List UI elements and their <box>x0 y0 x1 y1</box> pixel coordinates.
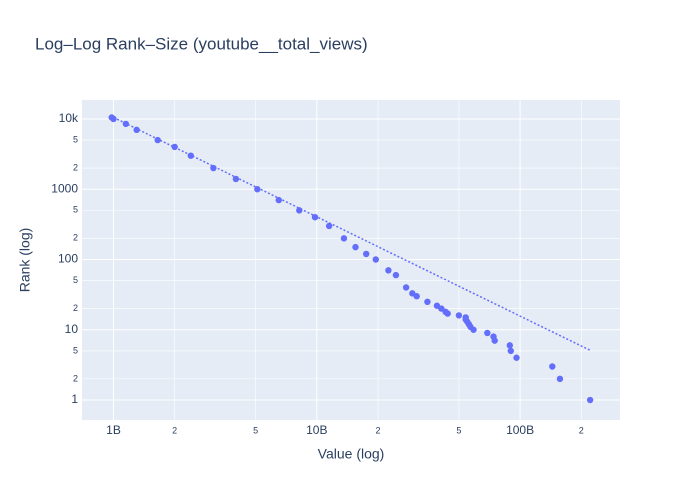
point <box>296 207 303 214</box>
point <box>352 243 359 251</box>
x-axis-title: Value (log) <box>318 446 385 462</box>
point <box>311 213 319 221</box>
y-tick-label: 100 <box>58 252 78 266</box>
y-tick-label: 5 <box>73 345 78 355</box>
point <box>507 347 515 355</box>
y-tick-label: 10k <box>59 111 79 125</box>
x-tick-label: 2 <box>375 425 380 435</box>
y-tick-label: 1000 <box>51 181 78 195</box>
point <box>484 329 491 337</box>
x-tick-label: 10B <box>306 423 327 437</box>
point <box>254 186 261 193</box>
point <box>556 375 564 383</box>
point <box>462 314 469 321</box>
y-axis-title: Rank (log) <box>17 228 33 293</box>
point <box>409 290 416 297</box>
point <box>513 354 520 361</box>
point <box>171 143 178 151</box>
y-tick-label: 2 <box>73 303 78 313</box>
x-tick-label: 100B <box>506 423 534 437</box>
y-tick-label: 5 <box>73 275 78 285</box>
point <box>433 302 441 309</box>
point <box>490 333 497 340</box>
point <box>372 256 379 263</box>
fit-line <box>113 116 591 351</box>
y-tick-label: 2 <box>73 373 78 383</box>
y-tick-label: 1 <box>71 392 78 406</box>
point <box>549 363 556 370</box>
point <box>506 342 514 349</box>
y-tick-label: 2 <box>73 162 78 172</box>
chart-title: Log–Log Rank–Size (youtube__total_views) <box>35 34 368 53</box>
plot-area <box>82 100 620 420</box>
y-tick-label: 10 <box>65 322 79 336</box>
x-tick-label: 5 <box>253 425 258 435</box>
point <box>586 396 594 404</box>
point <box>325 222 333 230</box>
y-tick-label: 5 <box>73 205 78 215</box>
point <box>340 235 348 242</box>
x-tick-label: 2 <box>579 425 584 435</box>
x-tick-label: 5 <box>456 425 461 435</box>
point <box>424 298 431 306</box>
point <box>385 267 392 274</box>
y-tick-label: 5 <box>73 134 78 144</box>
point <box>363 250 370 258</box>
point <box>392 271 400 279</box>
point <box>154 136 161 144</box>
y-tick-label: 2 <box>73 233 78 243</box>
point <box>108 114 115 121</box>
point <box>455 312 463 319</box>
x-tick-label: 1B <box>106 423 121 437</box>
x-tick-label: 2 <box>172 425 177 435</box>
point <box>402 284 410 291</box>
